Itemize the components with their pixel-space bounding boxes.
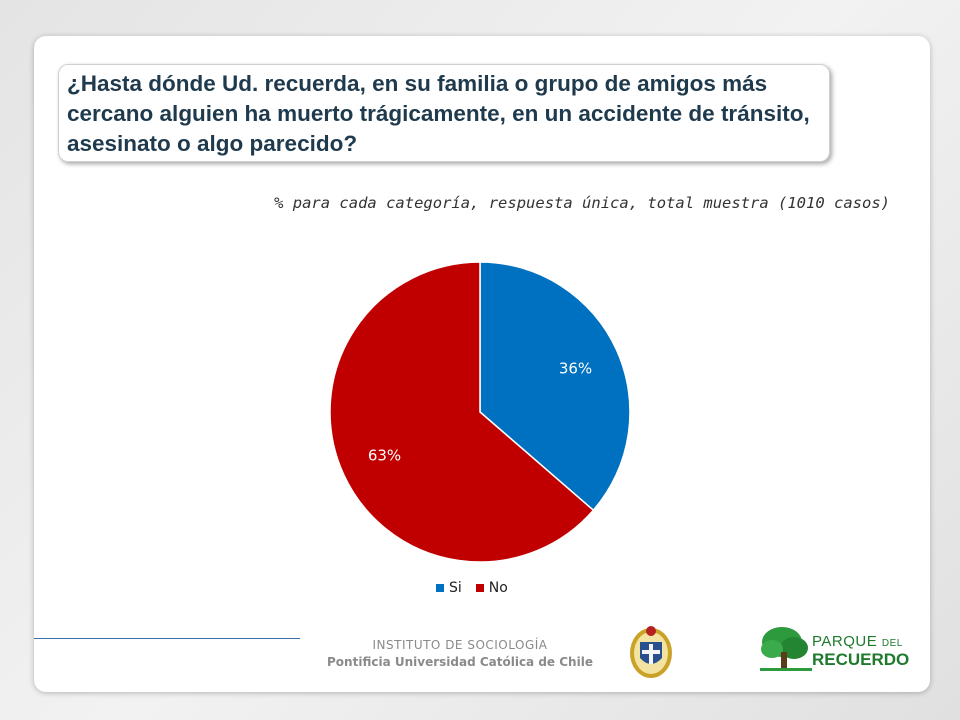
pie-label-si: 36% [559, 359, 592, 377]
pie-slice-no [329, 261, 595, 563]
footer-institution: INSTITUTO DE SOCIOLOGÍA Pontificia Unive… [300, 638, 620, 669]
legend-label-no: No [488, 580, 508, 596]
institute-name: INSTITUTO DE SOCIOLOGÍA [372, 638, 548, 652]
pie-slice-si [479, 261, 631, 512]
chart-legend: Si No [436, 580, 508, 596]
university-seal-icon [630, 626, 672, 678]
legend-swatch-si [436, 584, 444, 592]
legend-swatch-no [475, 584, 484, 592]
pie-label-no: 63% [368, 447, 401, 465]
legend-label-si: Si [449, 580, 462, 596]
university-name: Pontificia Universidad Católica de Chile [327, 655, 593, 669]
chart-subtitle: % para cada categoría, respuesta única, … [274, 194, 890, 212]
logo-line-1: PARQUE DEL [812, 633, 903, 650]
legend-item-si: Si [436, 580, 462, 596]
page-title: ¿Hasta dónde Ud. recuerda, en su familia… [67, 71, 810, 156]
parque-logo-text: PARQUE DEL RECUERDO [812, 634, 909, 668]
footer-divider [34, 638, 300, 639]
parque-tree-icon [760, 627, 812, 671]
legend-item-no: No [475, 580, 508, 596]
pie-chart: 36% 63% [329, 261, 631, 563]
title-box: ¿Hasta dónde Ud. recuerda, en su familia… [58, 64, 830, 162]
logo-line-2: RECUERDO [812, 650, 910, 669]
